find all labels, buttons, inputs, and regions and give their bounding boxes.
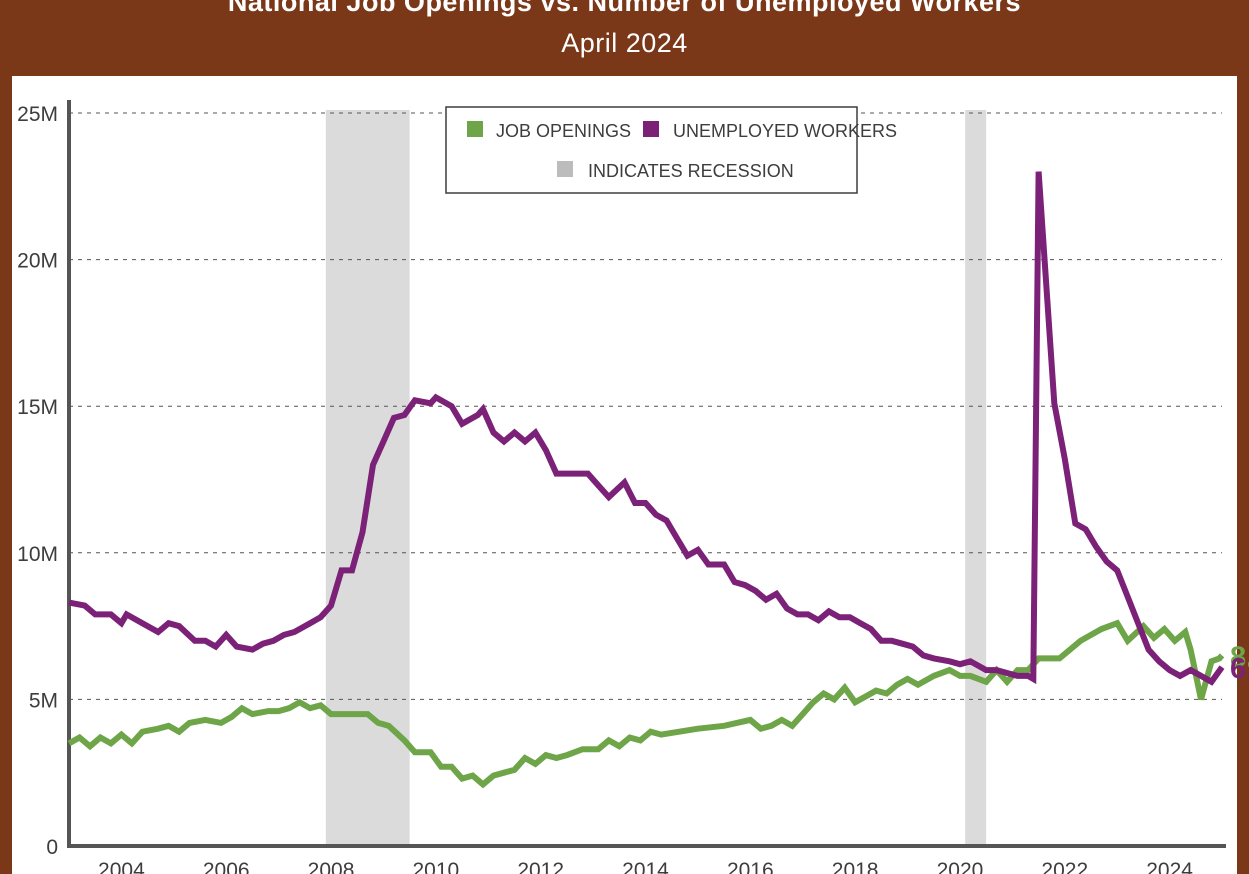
legend-swatch-unemployed-workers — [643, 121, 659, 137]
gridlines — [69, 112, 1222, 700]
x-tick-label: 2008 — [308, 859, 355, 874]
chart-title: National Job Openings vs. Number of Unem… — [227, 0, 1022, 17]
axes: 0 5M 10M 15M 20M 25M 2004 2006 2008 2010 2012 2014 2… — [17, 100, 1226, 874]
end-label-job-openings: 8.5M — [1230, 641, 1249, 673]
legend-label-recession: INDICATES RECESSION — [588, 161, 794, 181]
x-tick-label: 2020 — [937, 859, 984, 874]
y-tick-label: 25M — [17, 103, 58, 126]
x-tick-label: 2024 — [1146, 859, 1193, 874]
series-line-job-openings — [67, 619, 1225, 789]
legend-swatch-job-openings — [467, 121, 483, 137]
legend-label-unemployed-workers: UNEMPLOYED WORKERS — [673, 121, 897, 141]
legend-swatch-recession — [557, 161, 573, 177]
x-tick-label: 2006 — [203, 859, 250, 874]
y-tick-label: 5M — [29, 689, 58, 712]
recession-bands — [325, 110, 987, 846]
series-lines — [67, 171, 1225, 789]
x-tick-label: 2014 — [622, 859, 669, 874]
chart-header: National Job Openings vs. Number of Unem… — [0, 0, 1249, 76]
chart-subtitle: April 2024 — [561, 28, 688, 58]
x-tick-label: 2018 — [832, 859, 879, 874]
x-tick-label: 2010 — [413, 859, 460, 874]
x-tick-label: 2004 — [98, 859, 145, 874]
end-labels: 8.5M6.5M — [1230, 641, 1249, 685]
legend-label-job-openings: JOB OPENINGS — [496, 121, 631, 141]
series-line-unemployed — [68, 171, 1225, 686]
y-tick-label: 20M — [17, 250, 58, 273]
recession-band-2 — [965, 110, 987, 846]
recession-band-1 — [325, 110, 410, 846]
end-label-unemployed: 6.5M — [1230, 653, 1249, 685]
x-tick-label: 2016 — [727, 859, 774, 874]
y-tick-label: 15M — [17, 396, 58, 419]
y-tick-label: 10M — [17, 543, 58, 566]
legend: JOB OPENINGS UNEMPLOYED WORKERS INDICATE… — [445, 106, 897, 194]
x-tick-label: 2012 — [517, 859, 564, 874]
y-tick-label: 0 — [46, 836, 58, 859]
x-tick-label: 2022 — [1041, 859, 1088, 874]
